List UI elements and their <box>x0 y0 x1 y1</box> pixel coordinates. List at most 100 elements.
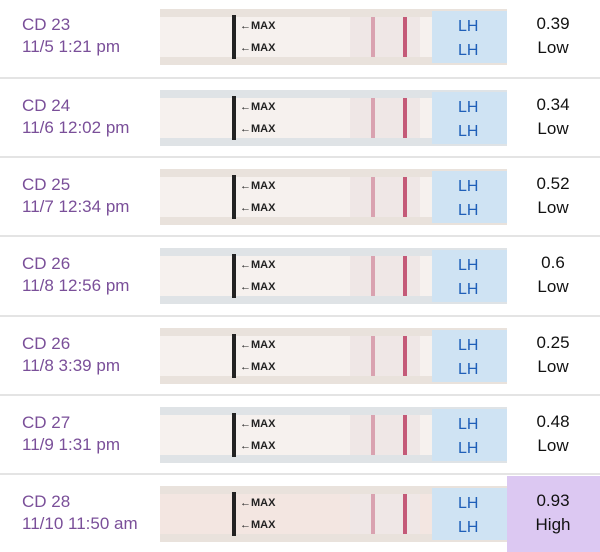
test-time: 11/5 1:21 pm <box>22 37 120 56</box>
test-line <box>371 336 375 376</box>
window <box>350 256 420 296</box>
brand-label: LH <box>458 361 478 378</box>
strip-photo: ←MAX ←MAX LH LH <box>160 90 507 146</box>
control-line <box>403 98 407 138</box>
window <box>350 494 420 534</box>
lh-level: High <box>536 515 571 534</box>
brand-label: LH <box>458 18 478 35</box>
max-label: ←MAX <box>240 123 276 135</box>
entry-row: CD 26 11/8 12:56 pm 0.6 Low ←MAX ←MAX LH LH <box>0 235 600 304</box>
brand-label: LH <box>458 495 478 512</box>
max-label: ←MAX <box>240 519 276 531</box>
strip-photo: ←MAX ←MAX LH LH <box>160 169 507 225</box>
cycle-day: CD 24 <box>22 96 70 115</box>
strip-marker <box>232 175 236 219</box>
cycle-day: CD 23 <box>22 15 70 34</box>
strip-marker <box>232 492 236 536</box>
strip-marker <box>232 15 236 59</box>
test-line <box>371 177 375 217</box>
window <box>350 177 420 217</box>
high-highlight <box>507 476 600 552</box>
entry-row: CD 24 11/6 12:02 pm 0.34 Low ←MAX ←MAX LH LH <box>0 77 600 146</box>
max-label: ←MAX <box>240 497 276 509</box>
lh-value: 0.93 <box>536 491 569 510</box>
strip-photo: ←MAX ←MAX LH LH <box>160 9 507 65</box>
max-label: ←MAX <box>240 180 276 192</box>
test-line <box>371 17 375 57</box>
max-label: ←MAX <box>240 20 276 32</box>
max-label: ←MAX <box>240 259 276 271</box>
entry-row: CD 27 11/9 1:31 pm 0.48 Low ←MAX ←MAX LH LH <box>0 394 600 463</box>
strip-marker <box>232 413 236 457</box>
max-label: ←MAX <box>240 440 276 452</box>
test-time: 11/9 1:31 pm <box>22 435 120 454</box>
lh-value: 0.34 <box>536 95 569 114</box>
brand-label: LH <box>458 416 478 433</box>
entry-row: CD 28 11/10 11:50 am 0.93 High ←MAX ←MAX LH LH <box>0 473 600 552</box>
window <box>350 415 420 455</box>
strip-brand-area <box>432 171 507 223</box>
max-label: ←MAX <box>240 202 276 214</box>
brand-label: LH <box>458 440 478 457</box>
strip-photo: ←MAX ←MAX LH LH <box>160 248 507 304</box>
entry-row: CD 23 11/5 1:21 pm 0.39 Low ←MAX ←MAX LH LH <box>22 9 570 65</box>
window <box>350 336 420 376</box>
test-time: 11/10 11:50 am <box>22 514 138 533</box>
brand-label: LH <box>458 123 478 140</box>
strip-brand-area <box>432 330 507 382</box>
strip-marker <box>232 96 236 140</box>
control-line <box>403 336 407 376</box>
control-line <box>403 177 407 217</box>
test-line <box>371 256 375 296</box>
lh-value: 0.48 <box>536 412 569 431</box>
brand-label: LH <box>458 337 478 354</box>
lh-level: Low <box>537 277 569 296</box>
brand-label: LH <box>458 202 478 219</box>
lh-value: 0.39 <box>536 14 569 33</box>
strip-marker <box>232 254 236 298</box>
strip-brand-area <box>432 409 507 461</box>
control-line <box>403 494 407 534</box>
test-line <box>371 415 375 455</box>
control-line <box>403 17 407 57</box>
brand-label: LH <box>458 99 478 116</box>
strip-photo: ←MAX ←MAX LH LH <box>160 328 507 384</box>
lh-level: Low <box>537 38 569 57</box>
brand-label: LH <box>458 257 478 274</box>
window <box>350 98 420 138</box>
entry-row: CD 26 11/8 3:39 pm 0.25 Low ←MAX ←MAX LH LH <box>0 315 600 384</box>
strip-photo: ←MAX ←MAX LH LH <box>160 407 507 463</box>
lh-level: Low <box>537 436 569 455</box>
strip-brand-area <box>432 11 507 63</box>
strip-brand-area <box>432 92 507 144</box>
test-line <box>371 494 375 534</box>
lh-level: Low <box>537 198 569 217</box>
test-line <box>371 98 375 138</box>
control-line <box>403 256 407 296</box>
brand-label: LH <box>458 178 478 195</box>
strip-photo: ←MAX ←MAX LH LH <box>160 486 507 542</box>
max-label: ←MAX <box>240 101 276 113</box>
cycle-day: CD 26 <box>22 334 70 353</box>
brand-label: LH <box>458 42 478 59</box>
max-label: ←MAX <box>240 339 276 351</box>
lh-value: 0.52 <box>536 174 569 193</box>
max-label: ←MAX <box>240 361 276 373</box>
window <box>350 17 420 57</box>
test-time: 11/8 12:56 pm <box>22 276 129 295</box>
test-time: 11/6 12:02 pm <box>22 118 129 137</box>
strip-marker <box>232 334 236 378</box>
max-label: ←MAX <box>240 42 276 54</box>
lh-value: 0.25 <box>536 333 569 352</box>
lh-level: Low <box>537 357 569 376</box>
entry-row: CD 25 11/7 12:34 pm 0.52 Low ←MAX ←MAX LH LH <box>0 156 600 225</box>
strip-brand-area <box>432 488 507 540</box>
cycle-day: CD 26 <box>22 254 70 273</box>
max-label: ←MAX <box>240 281 276 293</box>
control-line <box>403 415 407 455</box>
cycle-day: CD 28 <box>22 492 70 511</box>
test-time: 11/8 3:39 pm <box>22 356 120 375</box>
lh-value: 0.6 <box>541 253 565 272</box>
